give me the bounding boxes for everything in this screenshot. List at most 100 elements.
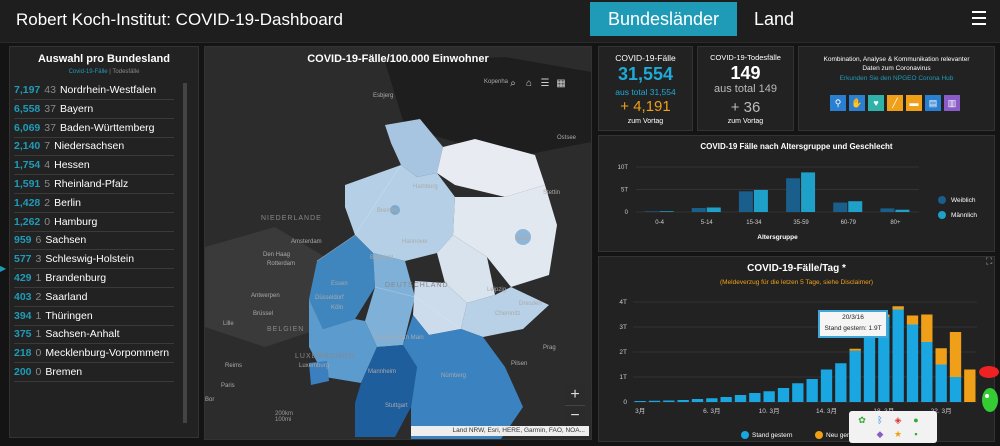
puzzle-icon[interactable]: ◆ bbox=[876, 429, 884, 439]
daily-bar-gestern[interactable] bbox=[720, 397, 732, 402]
daily-legend-label[interactable]: Stand gestern bbox=[752, 432, 793, 439]
home-icon[interactable]: ⌂ bbox=[525, 78, 533, 89]
state-row[interactable]: 200 0 Bremen bbox=[14, 363, 174, 382]
age-bar-female[interactable] bbox=[880, 208, 895, 212]
state-row[interactable]: 218 0 Mecklenburg-Vorpommern bbox=[14, 344, 174, 364]
age-bar-female[interactable] bbox=[833, 202, 848, 212]
tab-bundeslaender[interactable]: Bundesländer bbox=[590, 2, 737, 36]
state-row[interactable]: 6,069 37 Baden-Württemberg bbox=[14, 119, 174, 138]
state-row[interactable]: 7,197 43 Nordrhein-Westfalen bbox=[14, 81, 174, 100]
daily-bar-gestern[interactable] bbox=[706, 398, 718, 402]
state-row[interactable]: 959 6 Sachsen bbox=[14, 231, 174, 251]
daily-bar-gestern[interactable] bbox=[835, 363, 847, 402]
daily-bar-neu[interactable] bbox=[921, 314, 933, 343]
age-bar-female[interactable] bbox=[738, 191, 753, 212]
map-pin-icon[interactable]: ⚲ bbox=[830, 95, 846, 111]
daily-bar-gestern[interactable] bbox=[935, 364, 947, 403]
state-row[interactable]: 1,428 2 Berlin bbox=[14, 194, 174, 213]
age-legend-label[interactable]: Weiblich bbox=[951, 197, 976, 204]
daily-legend-label[interactable]: Neu gem bbox=[826, 432, 852, 439]
state-row[interactable]: 403 2 Saarland bbox=[14, 288, 174, 307]
germany-map[interactable]: Kopenha Esbjerg Ostsee Hamburg Bremen Ha… bbox=[205, 47, 591, 439]
daily-bar-gestern[interactable] bbox=[906, 324, 919, 403]
state-row[interactable]: 577 3 Schleswig-Holstein bbox=[14, 250, 174, 270]
scrollbar[interactable] bbox=[183, 83, 187, 423]
state-row[interactable]: 394 1 Thüringen bbox=[14, 307, 174, 326]
toggle-deaths[interactable]: Todesfälle bbox=[112, 69, 140, 75]
building-icon[interactable]: ▥ bbox=[944, 95, 960, 111]
chat-icon[interactable]: ● bbox=[913, 415, 919, 425]
map-attribution[interactable]: Land NRW, Esri, HERE, Garmin, FAO, NOA..… bbox=[411, 426, 589, 436]
svg-text:Lille: Lille bbox=[223, 321, 234, 327]
age-bar-male[interactable] bbox=[895, 209, 910, 212]
daily-bar-gestern[interactable] bbox=[863, 337, 876, 402]
daily-bar-gestern[interactable] bbox=[921, 342, 933, 402]
daily-bar-neu[interactable] bbox=[964, 369, 976, 403]
daily-bar-neu[interactable] bbox=[935, 348, 947, 365]
age-bar-male[interactable] bbox=[753, 189, 768, 212]
state-row[interactable]: 1,591 5 Rheinland-Pfalz bbox=[14, 175, 174, 194]
daily-bar-gestern[interactable] bbox=[849, 350, 861, 402]
daily-bar-neu[interactable] bbox=[892, 306, 904, 310]
daily-bar-gestern[interactable] bbox=[777, 388, 790, 402]
daily-bar-gestern[interactable] bbox=[806, 379, 818, 402]
npgeo-hub-link[interactable]: Erkunden Sie den NPGEO Corona Hub bbox=[839, 75, 954, 82]
age-bar-female[interactable] bbox=[786, 178, 801, 212]
daily-bar-gestern[interactable] bbox=[691, 399, 704, 402]
daily-bar-gestern[interactable] bbox=[820, 369, 833, 403]
daily-bar-gestern[interactable] bbox=[792, 383, 804, 402]
daily-bar-gestern[interactable] bbox=[663, 400, 675, 403]
daily-bar-gestern[interactable] bbox=[763, 391, 775, 402]
calendar-icon[interactable]: ▤ bbox=[925, 95, 941, 111]
daily-bar-gestern[interactable] bbox=[734, 395, 747, 402]
state-row[interactable]: 2,140 7 Niedersachsen bbox=[14, 137, 174, 157]
state-row[interactable]: 1,754 4 Hessen bbox=[14, 156, 174, 176]
shield-icon[interactable]: ◈ bbox=[894, 415, 902, 425]
state-row[interactable]: 6,558 37 Bayern bbox=[14, 100, 174, 119]
daily-bar-gestern[interactable] bbox=[749, 393, 761, 402]
state-name: Rheinland-Pfalz bbox=[54, 178, 129, 190]
list-icon[interactable]: ☰ bbox=[540, 78, 550, 89]
daily-bar-gestern[interactable] bbox=[677, 400, 689, 402]
star-icon[interactable]: ★ bbox=[893, 429, 903, 439]
tab-landkreise[interactable]: Landkreise bbox=[754, 9, 794, 29]
chart-icon[interactable]: ╱ bbox=[887, 95, 903, 111]
state-row[interactable]: 1,262 0 Hamburg bbox=[14, 213, 174, 232]
age-bar-male[interactable] bbox=[801, 172, 816, 212]
daily-bar-neu[interactable] bbox=[849, 348, 861, 351]
daily-bar-gestern[interactable] bbox=[634, 401, 646, 402]
leaf-icon[interactable]: ✿ bbox=[858, 415, 866, 425]
daily-bar-gestern[interactable] bbox=[892, 309, 904, 403]
handshake-icon[interactable]: ✋ bbox=[849, 95, 865, 111]
bluetooth-icon[interactable]: ᛒ bbox=[877, 415, 883, 425]
age-x-tick: 80+ bbox=[890, 220, 901, 226]
expand-icon[interactable]: ⛶ bbox=[986, 256, 993, 266]
daily-bar-gestern[interactable] bbox=[878, 317, 890, 402]
mascot-icon[interactable] bbox=[978, 364, 1000, 416]
age-bar-male[interactable] bbox=[659, 211, 674, 212]
map-panel[interactable]: Kopenha Esbjerg Ostsee Hamburg Bremen Ha… bbox=[204, 46, 592, 440]
qr-grid-icon[interactable]: ▦ bbox=[556, 78, 566, 89]
expand-arrow-icon[interactable]: ▶ bbox=[0, 264, 7, 273]
zoom-in-button[interactable]: + bbox=[565, 385, 585, 406]
age-legend-label[interactable]: Männlich bbox=[951, 212, 977, 219]
search-icon[interactable]: ⌕ bbox=[510, 78, 516, 89]
daily-bar-gestern[interactable] bbox=[648, 400, 661, 402]
heart-pulse-icon[interactable]: ♥ bbox=[868, 95, 884, 111]
car-icon[interactable]: ▬ bbox=[906, 95, 922, 111]
toggle-cases[interactable]: Covid-19-Fälle bbox=[68, 69, 108, 75]
npgeo-info-card: Kombination, Analyse & Kommunikation rel… bbox=[798, 46, 995, 131]
daily-bar-neu[interactable] bbox=[949, 332, 962, 377]
age-bar-female[interactable] bbox=[691, 207, 706, 212]
apps-icon[interactable]: ▪ bbox=[914, 429, 918, 439]
daily-bar-neu[interactable] bbox=[906, 315, 919, 325]
age-bar-female[interactable] bbox=[644, 211, 659, 212]
state-row[interactable]: 375 1 Sachsen-Anhalt bbox=[14, 325, 174, 345]
hamburger-menu-icon[interactable] bbox=[972, 11, 986, 29]
state-row[interactable]: 429 1 Brandenburg bbox=[14, 269, 174, 288]
age-bar-male[interactable] bbox=[848, 201, 863, 212]
age-bar-male[interactable] bbox=[706, 207, 721, 213]
state-rate: 0 bbox=[35, 366, 42, 378]
zoom-out-button[interactable]: − bbox=[565, 406, 585, 427]
daily-bar-gestern[interactable] bbox=[949, 377, 962, 402]
